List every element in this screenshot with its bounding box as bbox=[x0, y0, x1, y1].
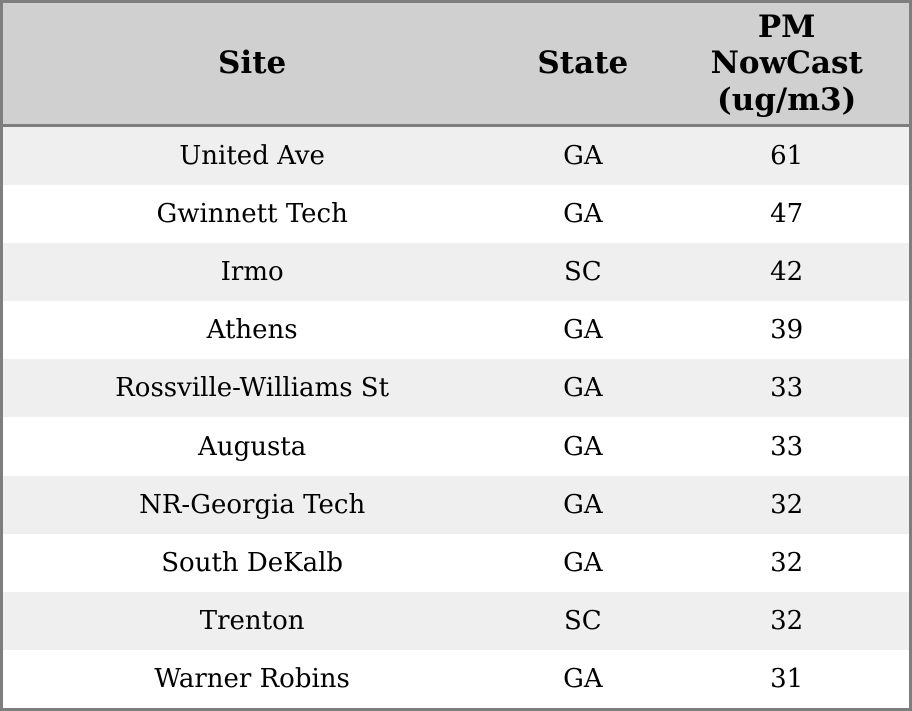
state-cell: GA bbox=[563, 547, 603, 578]
site-cell: Irmo bbox=[220, 257, 284, 288]
state-cell: SC bbox=[563, 605, 602, 636]
pm-nowcast-cell: 39 bbox=[770, 315, 804, 346]
column-header-state: State bbox=[537, 45, 629, 82]
state-cell: GA bbox=[563, 431, 603, 462]
pm-nowcast-cell: 33 bbox=[770, 373, 804, 404]
site-cell: Athens bbox=[206, 315, 298, 346]
state-cell: GA bbox=[563, 141, 603, 172]
site-cell: Gwinnett Tech bbox=[156, 199, 348, 230]
pm-nowcast-cell: 32 bbox=[770, 605, 804, 636]
column-header-pm-nowcast: PM NowCast (ug/m3) bbox=[710, 8, 863, 118]
pm-nowcast-cell: 32 bbox=[770, 489, 804, 520]
table-row: Gwinnett Tech GA 47 bbox=[3, 185, 909, 244]
site-cell: NR-Georgia Tech bbox=[139, 489, 366, 520]
table-row: Augusta GA 33 bbox=[3, 417, 909, 476]
table-header-row: Site State PM NowCast (ug/m3) bbox=[3, 3, 909, 127]
column-header-site: Site bbox=[218, 45, 287, 82]
state-cell: SC bbox=[563, 257, 602, 288]
pm-nowcast-cell: 47 bbox=[770, 199, 804, 230]
state-cell: GA bbox=[563, 373, 603, 404]
table-row: Irmo SC 42 bbox=[3, 243, 909, 302]
state-cell: GA bbox=[563, 489, 603, 520]
table-row: South DeKalb GA 32 bbox=[3, 533, 909, 592]
pm-nowcast-cell: 32 bbox=[770, 547, 804, 578]
state-cell: GA bbox=[563, 663, 603, 694]
pm-nowcast-cell: 42 bbox=[770, 257, 804, 288]
site-cell: Warner Robins bbox=[154, 663, 350, 694]
table-row: United Ave GA 61 bbox=[3, 127, 909, 186]
table-body: United Ave GA 61 Gwinnett Tech GA 47 Irm… bbox=[3, 127, 909, 708]
site-cell: Trenton bbox=[199, 605, 305, 636]
pm-nowcast-cell: 61 bbox=[770, 141, 804, 172]
site-cell: South DeKalb bbox=[161, 547, 344, 578]
state-cell: GA bbox=[563, 315, 603, 346]
table-row: NR-Georgia Tech GA 32 bbox=[3, 475, 909, 534]
table-row: Athens GA 39 bbox=[3, 301, 909, 360]
state-cell: GA bbox=[563, 199, 603, 230]
site-cell: Rossville-Williams St bbox=[115, 373, 390, 404]
table-row: Trenton SC 32 bbox=[3, 591, 909, 650]
pm-nowcast-cell: 31 bbox=[770, 663, 804, 694]
site-cell: Augusta bbox=[198, 431, 307, 462]
site-cell: United Ave bbox=[179, 141, 325, 172]
pm-nowcast-cell: 33 bbox=[770, 431, 804, 462]
table-row: Warner Robins GA 31 bbox=[3, 649, 909, 708]
table-row: Rossville-Williams St GA 33 bbox=[3, 359, 909, 418]
